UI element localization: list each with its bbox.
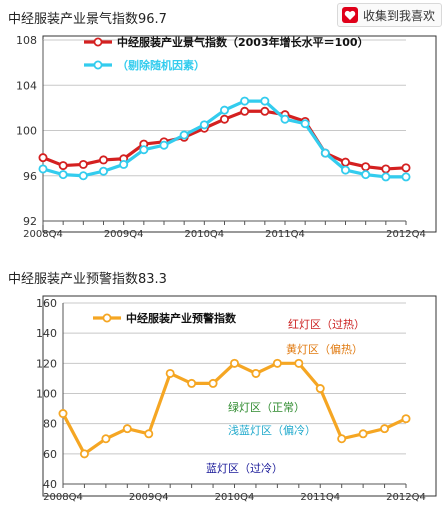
- data-point: [122, 424, 132, 434]
- y-tick-label: 60: [43, 448, 57, 461]
- x-tick-label: 2010Q4: [184, 229, 224, 240]
- legend-label: （剔除随机因素）: [117, 58, 205, 72]
- data-point: [337, 434, 347, 444]
- x-tick-label: 2009Q4: [129, 492, 169, 503]
- data-point: [78, 159, 88, 169]
- data-point: [280, 114, 290, 124]
- data-point: [380, 424, 390, 434]
- x-tick-label: 2009Q4: [104, 229, 144, 240]
- data-point: [208, 378, 218, 388]
- legend-marker: [102, 313, 112, 323]
- data-point: [260, 106, 270, 116]
- data-point: [159, 140, 169, 150]
- data-point: [58, 170, 68, 180]
- x-tick-label: 2011Q4: [300, 492, 340, 503]
- zone-label: 蓝灯区（过冷）: [206, 462, 283, 475]
- x-tick-label: 2008Q4: [23, 229, 63, 240]
- x-tick-label: 2008Q4: [43, 492, 83, 503]
- chart-frame: [42, 295, 437, 497]
- zone-label: 黄灯区（偏热）: [286, 342, 363, 356]
- data-point: [361, 162, 371, 172]
- y-tick-label: 100: [36, 388, 57, 401]
- y-tick-label: 96: [23, 170, 37, 183]
- legend-label: 中经服装产业预警指数: [126, 311, 237, 325]
- y-tick-label: 40: [43, 478, 57, 491]
- chart1-title: 中经服装产业景气指数96.7: [8, 12, 167, 27]
- data-point: [340, 165, 350, 175]
- data-point: [139, 145, 149, 155]
- data-point: [78, 171, 88, 181]
- data-point: [401, 172, 411, 182]
- data-point: [251, 368, 261, 378]
- heart-icon: [341, 7, 358, 23]
- chart1: 92 96 100 104 108 2008Q4 2009Q4 2010Q4 2011Q4 201…: [16, 34, 437, 240]
- data-point: [240, 106, 250, 116]
- data-point: [294, 358, 304, 368]
- data-point: [300, 119, 310, 129]
- y-tick-label: 104: [16, 79, 37, 92]
- y-tick-label: 100: [16, 125, 37, 138]
- x-tick-label: 2010Q4: [215, 492, 255, 503]
- data-point: [219, 114, 229, 124]
- legend-marker: [93, 37, 103, 47]
- legend-label: 中经服装产业景气指数（2003年增长水平＝100）: [117, 35, 369, 49]
- data-point: [315, 384, 325, 394]
- data-point: [38, 164, 48, 174]
- chart2-title: 中经服装产业预警指数83.3: [8, 272, 167, 287]
- data-point: [101, 434, 111, 444]
- data-point: [58, 161, 68, 171]
- x-tick-label: 2012Q4: [386, 492, 426, 503]
- zone-label: 红灯区（过热）: [288, 318, 365, 331]
- y-tick-label: 140: [36, 327, 57, 340]
- legend-marker: [93, 60, 103, 70]
- y-tick-label: 80: [43, 418, 57, 431]
- data-point: [38, 153, 48, 163]
- data-point: [401, 163, 411, 173]
- data-point: [119, 159, 129, 169]
- x-tick-label: 2011Q4: [265, 229, 305, 240]
- data-point: [381, 164, 391, 174]
- data-point: [99, 155, 109, 165]
- data-point: [165, 368, 175, 378]
- y-tick-label: 160: [36, 297, 57, 310]
- data-point: [99, 166, 109, 176]
- data-point: [401, 414, 411, 424]
- data-point: [144, 429, 154, 439]
- data-point: [219, 105, 229, 115]
- data-point: [79, 449, 89, 459]
- zone-label: 绿灯区（正常）: [228, 400, 305, 414]
- data-point: [260, 96, 270, 106]
- y-tick-label: 92: [23, 215, 37, 228]
- favorite-button[interactable]: 收集到我喜欢: [336, 3, 442, 27]
- favorite-button-label: 收集到我喜欢: [362, 8, 435, 23]
- data-point: [358, 429, 368, 439]
- data-point: [381, 172, 391, 182]
- data-point: [58, 409, 68, 419]
- data-point: [320, 148, 330, 158]
- y-tick-label: 108: [16, 34, 37, 47]
- chart-frame: [42, 35, 437, 233]
- data-point: [179, 130, 189, 140]
- zone-label: 浅蓝灯区（偏冷）: [228, 423, 316, 437]
- chart2: 40 60 80 100 120 140 160 2008Q4 2009Q4 2010Q4 2011…: [36, 295, 437, 503]
- data-point: [199, 120, 209, 130]
- data-point: [240, 96, 250, 106]
- data-point: [361, 170, 371, 180]
- data-point: [187, 378, 197, 388]
- x-tick-label: 2012Q4: [386, 229, 426, 240]
- data-point: [272, 358, 282, 368]
- y-tick-label: 120: [36, 357, 57, 370]
- data-point: [229, 358, 239, 368]
- data-point: [340, 157, 350, 167]
